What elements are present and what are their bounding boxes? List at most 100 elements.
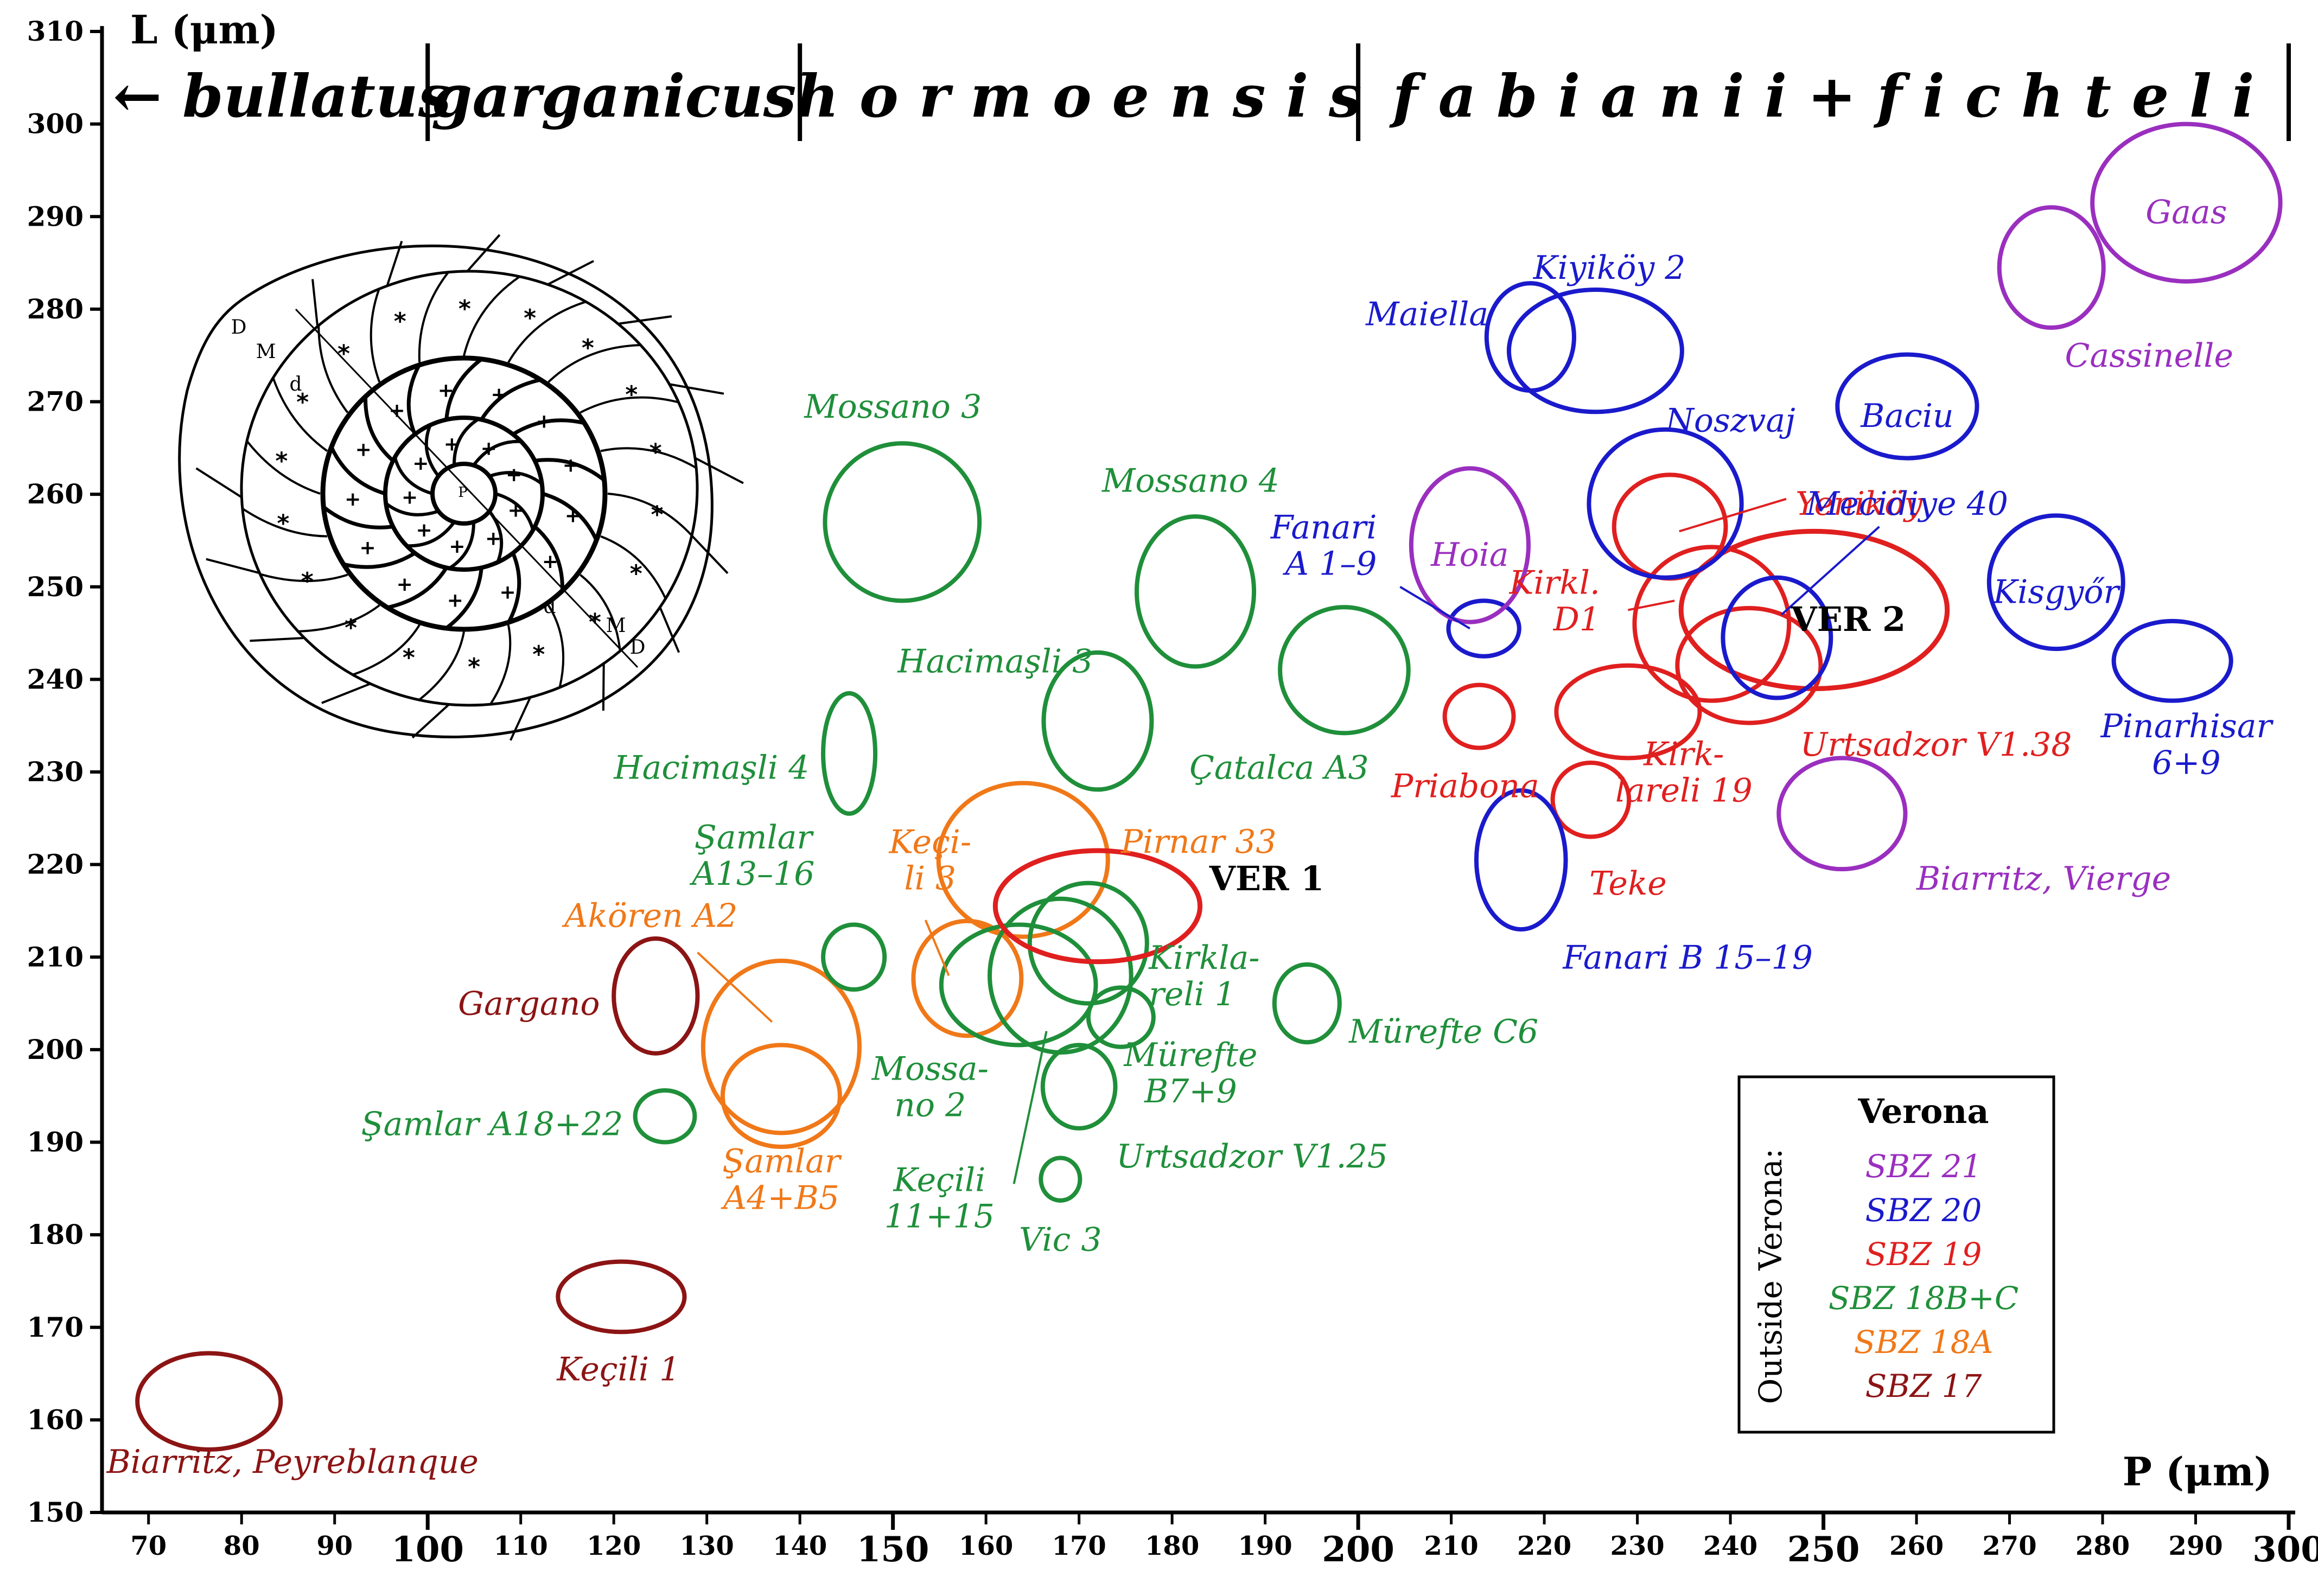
y-tick-label: 240 — [27, 663, 84, 695]
legend-entry-sbz-18a: SBZ 18A — [1854, 1324, 1994, 1361]
septum-line — [353, 624, 421, 676]
septum-line — [542, 491, 598, 541]
septum-line — [259, 573, 348, 583]
label-mecidiye-40: Mecidiye 40 — [1806, 485, 2008, 523]
x-tick-label: 250 — [1787, 1529, 1860, 1570]
y-tick-label: 260 — [27, 478, 84, 510]
ellipse-biarritz-vierge — [1776, 756, 1908, 872]
y-tick-label: 250 — [27, 571, 84, 603]
septum-line — [445, 567, 483, 630]
y-tick-label: 220 — [27, 848, 84, 880]
zone-label-bullatus: ← bullatus — [113, 62, 451, 131]
chamber-mark: + — [345, 488, 361, 510]
x-tick-label: 190 — [1238, 1531, 1292, 1561]
ellipse-baciu — [1835, 352, 1979, 461]
chamber-mark: * — [403, 644, 415, 672]
septum-line — [411, 703, 450, 739]
septum-line — [547, 604, 565, 687]
x-tick-label: 280 — [2075, 1531, 2130, 1561]
chamber-mark: + — [402, 487, 418, 509]
septum-line — [659, 607, 680, 653]
x-tick-label: 80 — [224, 1531, 260, 1561]
ellipse-kecili-11-15 — [988, 896, 1133, 1055]
label-urtsadzor-v1-38: Urtsadzor V1.38 — [1800, 726, 2072, 764]
septum-line — [272, 378, 328, 452]
septum-line — [364, 396, 394, 462]
specimen-dimension-label: D — [231, 316, 247, 339]
ellipse-vic-3 — [1039, 1155, 1082, 1203]
ellipse-cassinelle — [1997, 205, 2106, 330]
septum-line — [298, 604, 380, 633]
chamber-mark: * — [468, 653, 480, 681]
y-tick-label: 150 — [27, 1496, 84, 1528]
ellipse-fanari-a-1-9 — [1446, 598, 1521, 659]
label-pirnar-33: Pirnar 33 — [1120, 823, 1277, 861]
ellipse-kirkl-d1 — [1632, 545, 1792, 703]
leader-line — [1679, 497, 1787, 533]
label-kecili-1: Keçili 1 — [556, 1351, 680, 1389]
chamber-mark: + — [397, 573, 413, 596]
chamber-mark: * — [337, 340, 350, 367]
x-tick-label: 270 — [1982, 1531, 2036, 1561]
nummulite-section-drawing — [178, 234, 744, 741]
chamber-mark: * — [625, 381, 638, 408]
y-tick-label: 280 — [27, 293, 84, 325]
ellipse-biarritz-peyreblanque — [135, 1351, 283, 1452]
ellipse-mossano-2 — [939, 922, 1098, 1048]
ellipse-kiyikoy-2 — [1506, 288, 1684, 414]
ellipse-ver-1 — [992, 848, 1203, 965]
x-tick-label: 120 — [587, 1531, 641, 1561]
specimen-dimension-label: M — [256, 341, 276, 363]
ellipse-samlar-a13-16 — [821, 922, 887, 992]
septum-line — [419, 631, 465, 700]
x-tick-label: 180 — [1145, 1531, 1199, 1561]
chamber-mark: * — [524, 304, 536, 332]
ellipse-catalca-a3 — [1278, 605, 1411, 736]
chamber-mark: + — [447, 589, 463, 611]
ellipse-teke — [1554, 663, 1702, 761]
x-tick-label: 220 — [1517, 1531, 1571, 1561]
legend-entry-sbz-21: SBZ 21 — [1865, 1148, 1982, 1185]
label-biarritz-vierge: Biarritz, Vierge — [1916, 860, 2171, 898]
label-mossa-no-2: Mossa-no 2 — [871, 1050, 989, 1125]
septum-line — [512, 418, 585, 436]
septum-line — [453, 417, 480, 465]
ellipse-fanari-b-15-19 — [1474, 788, 1568, 932]
chamber-mark: * — [458, 295, 471, 323]
ellipse-kisgyor — [1986, 513, 2125, 652]
x-tick-label: 170 — [1052, 1531, 1106, 1561]
septum-line — [406, 364, 421, 435]
outer-whorl-outline — [178, 244, 714, 738]
chamber-mark: + — [355, 439, 372, 461]
label-fanari-a-1-9: Fanari A 1–9 — [1270, 508, 1377, 583]
label-kirkl-d1: Kirkl. D1 — [1509, 564, 1600, 639]
leader-line — [924, 920, 950, 976]
x-tick-label: 290 — [2168, 1531, 2223, 1561]
y-axis-label: L (μm) — [130, 7, 278, 53]
ellipse-hacimasli-3 — [1041, 650, 1154, 792]
chamber-mark: * — [345, 614, 357, 642]
leader-line — [1012, 1031, 1048, 1184]
ellipse-mossano-4 — [1134, 514, 1257, 669]
label-mossano-3: Mossano 3 — [804, 388, 982, 426]
label-noszvaj: Noszvaj — [1664, 402, 1795, 440]
label-gargano: Gargano — [458, 985, 600, 1023]
label-akoren-a2: Akören A2 — [562, 897, 737, 935]
septum-line — [600, 447, 697, 469]
chamber-mark: + — [438, 380, 454, 402]
septum-line — [691, 534, 729, 574]
x-tick-label: 200 — [1322, 1529, 1394, 1570]
label-baciu: Baciu — [1860, 397, 1953, 435]
leader-line — [1399, 586, 1470, 630]
ellipse-kecili-3 — [911, 918, 1024, 1038]
leader-lines — [697, 497, 1880, 1184]
label-kiyikoy-2: Kiyiköy 2 — [1533, 249, 1686, 287]
y-tick-label: 210 — [27, 941, 84, 973]
septum-line — [406, 521, 456, 548]
x-tick-label: 110 — [494, 1531, 548, 1561]
label-kirk-lareli-19: Kirk-lareli 19 — [1615, 735, 1753, 809]
label-keci-li-3: Keçi-li 3 — [888, 823, 971, 897]
ellipse-maiella — [1484, 281, 1576, 393]
legend-entry-sbz-18b-c: SBZ 18B+C — [1829, 1280, 2019, 1317]
